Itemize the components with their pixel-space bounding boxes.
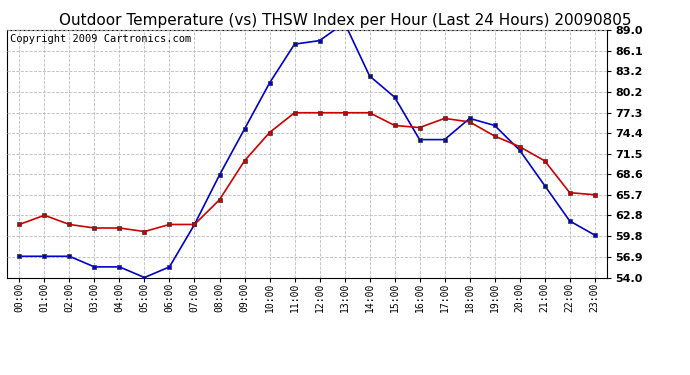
Text: Copyright 2009 Cartronics.com: Copyright 2009 Cartronics.com: [10, 34, 191, 44]
Text: Outdoor Temperature (vs) THSW Index per Hour (Last 24 Hours) 20090805: Outdoor Temperature (vs) THSW Index per …: [59, 13, 631, 28]
